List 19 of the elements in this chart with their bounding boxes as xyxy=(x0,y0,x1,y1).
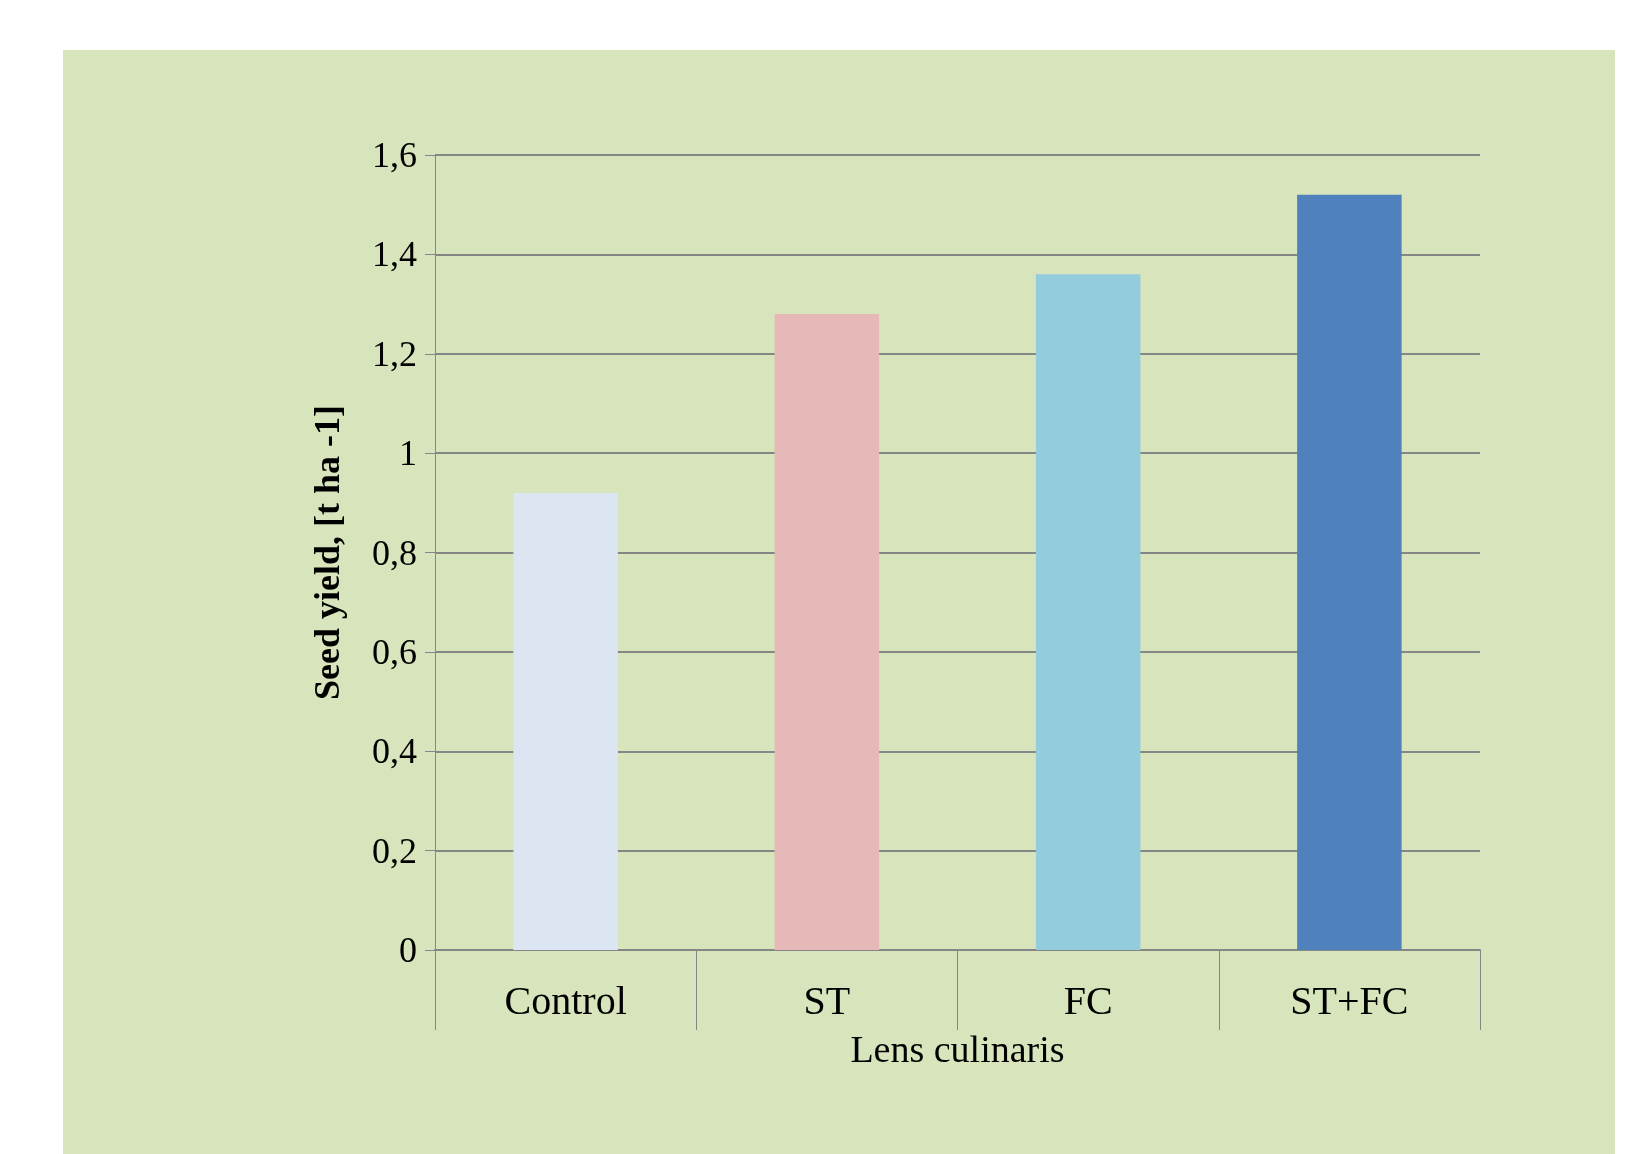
y-tick-label: 1,2 xyxy=(372,333,417,374)
y-tick-label: 1 xyxy=(399,433,417,474)
y-tick-label: 0,4 xyxy=(372,731,417,772)
bar xyxy=(513,492,618,950)
x-tick-label: Control xyxy=(504,977,627,1023)
y-tick-label: 1,4 xyxy=(372,234,417,275)
x-tick-label: ST xyxy=(803,977,851,1023)
y-tick-label: 1,6 xyxy=(372,135,417,175)
bar xyxy=(774,314,880,950)
x-tick-label: FC xyxy=(1063,977,1113,1023)
y-tick-label: 0 xyxy=(399,930,417,970)
y-tick-label: 0,2 xyxy=(372,830,417,871)
bar xyxy=(1297,194,1402,950)
y-tick-label: 0,8 xyxy=(372,532,417,573)
y-axis-title: Seed yield, [t ha -1] xyxy=(307,405,347,700)
y-tick-label: 0,6 xyxy=(372,631,417,672)
x-axis-title: Lens culinaris xyxy=(850,1028,1065,1070)
bar xyxy=(1035,274,1141,950)
x-tick-label: ST+FC xyxy=(1290,977,1409,1023)
